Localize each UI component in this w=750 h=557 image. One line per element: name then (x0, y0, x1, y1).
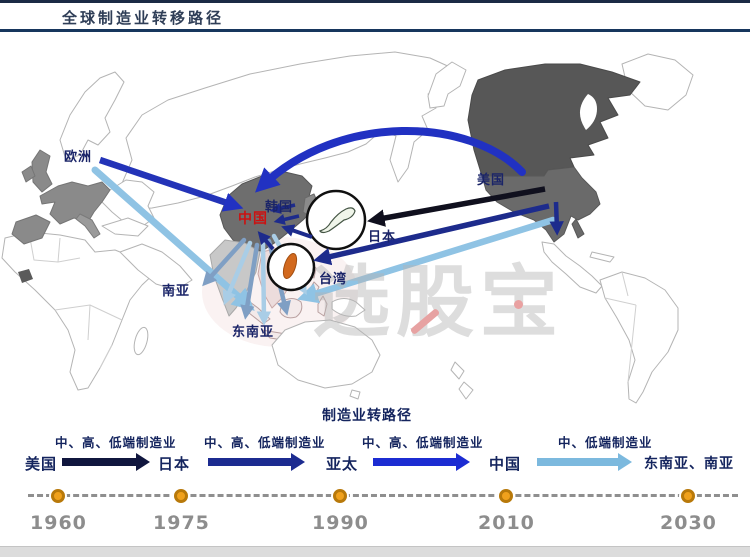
map-label-japan: 日本 (368, 230, 397, 245)
top-border (0, 0, 750, 3)
west-africa-dark (18, 269, 33, 283)
arrow-korea-to-china-2 (273, 213, 300, 225)
arrow-china-out-4 (256, 241, 272, 326)
map-label-taiwan: 台湾 (319, 272, 348, 287)
timeline-year-2030: 2030 (660, 512, 717, 534)
australia-outline (271, 319, 381, 389)
flow-stage-usa: 美国 (25, 455, 58, 473)
hudson-bay (579, 94, 597, 130)
flow-arrow-label-2: 中、高、低端制造业 (204, 435, 326, 450)
arrow-china-out-3 (240, 242, 260, 320)
tasmania (349, 389, 361, 400)
map-label-europe: 欧洲 (64, 150, 93, 165)
timeline-marker-1975 (174, 489, 188, 503)
mexico-outline (541, 241, 603, 294)
flow-arrow-4 (537, 453, 632, 471)
greenland-outline (621, 53, 694, 111)
map-label-southeast-asia: 东南亚 (232, 325, 275, 340)
flow-stage-japan: 日本 (158, 455, 191, 473)
new-zealand (450, 361, 474, 400)
arrow-usa-to-mexico (549, 201, 564, 236)
arrow-usa-to-seasia (297, 216, 557, 304)
flow-arrow-2 (208, 453, 305, 471)
arrow-usa-to-taiwan (313, 203, 550, 266)
timeline-marker-1960 (51, 489, 65, 503)
flow-arrow-1-shaft (62, 458, 136, 466)
arrow-china-out-2 (222, 240, 253, 306)
flow-stage-china: 中国 (489, 455, 522, 473)
flow-arrow-3-shaft (373, 458, 456, 466)
cuba-outline (589, 251, 615, 263)
flow-arrow-2-shaft (208, 458, 291, 466)
flow-arrow-1 (62, 453, 150, 471)
arrow-china-out-1 (202, 237, 247, 287)
scandinavia-outline (59, 71, 125, 161)
arrow-korea-to-china-1 (269, 202, 296, 214)
map-label-usa: 美国 (477, 173, 506, 188)
flow-arrow-4-head (618, 453, 632, 471)
sulawesi (317, 295, 328, 317)
alaska-outline (427, 61, 467, 109)
map-arrows-dark (98, 127, 564, 266)
africa-outline (1, 231, 159, 391)
arrow-europe-to-southasia (91, 166, 255, 311)
timeline-year-1975: 1975 (153, 512, 210, 534)
florida (571, 218, 585, 239)
page-title: 全球制造业转移路径 (62, 9, 225, 27)
title-underline (0, 29, 750, 32)
map-label-south-asia: 南亚 (162, 284, 191, 299)
ireland-region (21, 165, 36, 183)
timeline-marker-2010 (499, 489, 513, 503)
flow-arrow-3 (373, 453, 470, 471)
south-america-outline (599, 271, 679, 404)
timeline-year-1960: 1960 (30, 512, 87, 534)
timeline-marker-1990 (333, 489, 347, 503)
new-guinea (331, 298, 366, 317)
map-label-china: 中国 (238, 211, 268, 227)
usa-region (481, 166, 601, 243)
central-europe-region (39, 181, 111, 225)
flow-arrow-1-head (136, 453, 150, 471)
uk-region (31, 149, 53, 193)
flow-title: 制造业转路径 (322, 408, 412, 424)
flow-arrow-3-head (456, 453, 470, 471)
map-label-korea: 韩国 (265, 200, 294, 215)
canada-region (467, 63, 641, 177)
italy-region (75, 213, 101, 239)
timeline-marker-2030 (681, 489, 695, 503)
flow-stage-seasia-sasia: 东南亚、南亚 (644, 456, 734, 472)
iberia-region (11, 214, 51, 245)
turkey-outline (101, 217, 149, 237)
flow-arrow-4-shaft (537, 458, 618, 466)
highlight-circles (266, 189, 367, 292)
flow-arrow-label-1: 中、高、低端制造业 (55, 435, 177, 450)
arrow-europe-to-china (98, 156, 244, 212)
taiwan-island (282, 253, 298, 279)
flow-arrow-label-3: 中、高、低端制造业 (362, 435, 484, 450)
bottom-gray-bar (0, 546, 750, 557)
arrow-usa-to-japan (367, 186, 546, 227)
flow-arrow-2-head (291, 453, 305, 471)
map-arrows-light (91, 166, 557, 326)
flow-arrow-label-4: 中、低端制造业 (558, 435, 653, 450)
timeline-dashed-line (28, 494, 738, 497)
arrow-taiwan-to-china (257, 231, 275, 251)
arrow-japan-to-china (281, 224, 313, 239)
madagascar (133, 326, 149, 356)
continent-outlines (1, 51, 694, 404)
japan-island (319, 207, 356, 234)
flow-stage-asia-pacific: 亚太 (326, 455, 359, 473)
timeline-year-1990: 1990 (312, 512, 369, 534)
arabia-outline (119, 243, 193, 291)
arrow-usa-curve-to-china (255, 127, 526, 193)
timeline-year-2010: 2010 (478, 512, 535, 534)
